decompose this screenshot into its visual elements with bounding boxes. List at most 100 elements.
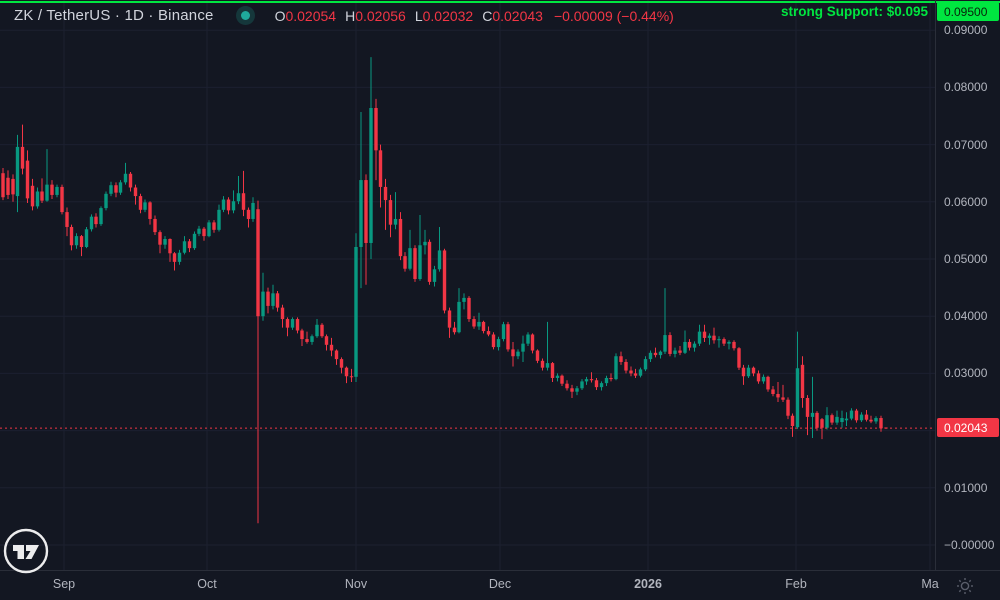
candle-body: [305, 339, 309, 342]
candle-body: [737, 348, 741, 368]
current-price-chip: 0.02043: [937, 418, 999, 438]
candle-body: [545, 363, 550, 368]
candle-body: [663, 335, 667, 352]
candle-body: [168, 238, 172, 254]
time-tick-label: 2026: [634, 577, 662, 591]
tradingview-logo[interactable]: [3, 528, 49, 574]
candle-body: [280, 307, 285, 320]
price-tick-label: 0.06000: [944, 194, 988, 209]
candle-body: [678, 350, 682, 353]
candle-body: [506, 324, 510, 350]
candle-body: [60, 186, 64, 213]
candle-body: [123, 173, 128, 183]
candle-body: [727, 341, 731, 344]
candle-body: [388, 200, 393, 225]
candle-body: [751, 367, 756, 374]
time-tick-label: Nov: [344, 577, 368, 591]
candle-body: [310, 336, 314, 342]
time-tick-label: Dec: [488, 577, 512, 591]
candle-body: [452, 327, 457, 333]
price-tick-label: 0.05000: [944, 252, 988, 266]
candle-body: [1, 173, 5, 198]
candle-body: [354, 246, 358, 377]
close-label: C: [482, 7, 493, 24]
candle-body: [163, 238, 167, 245]
candle-body: [25, 160, 30, 199]
candle-body: [109, 185, 113, 194]
candle-body: [55, 186, 59, 195]
chart-canvas[interactable]: [0, 0, 935, 570]
time-tick-label: Ma: [921, 577, 939, 591]
candle-body: [800, 364, 805, 398]
candle-body: [854, 410, 859, 421]
sun-icon[interactable]: [956, 577, 974, 595]
candle-body: [153, 218, 157, 233]
candle-body: [835, 416, 839, 423]
candle-body: [99, 208, 103, 225]
candle-body: [467, 297, 471, 320]
candle-body: [300, 330, 304, 340]
candle-body: [653, 352, 658, 356]
candle-body: [148, 202, 152, 219]
candle-body: [378, 150, 383, 187]
candle-body: [491, 334, 496, 348]
high-value: 0.02056: [355, 7, 406, 24]
candle-body: [786, 399, 790, 416]
candle-body: [334, 350, 339, 360]
candle-body: [648, 352, 653, 360]
candle-body: [481, 321, 486, 332]
low-value: 0.02032: [422, 7, 474, 24]
open-value: 0.02054: [285, 7, 337, 24]
candle-body: [329, 344, 334, 351]
candle-body: [776, 393, 780, 398]
candle-body: [555, 375, 560, 378]
candle-body: [580, 381, 584, 389]
ohlc-values: O0.02054 H0.02056 L0.02032 C0.02043 −0.0…: [275, 8, 674, 24]
candle-body: [805, 397, 810, 417]
candle-body: [869, 419, 873, 422]
support-annotation[interactable]: strong Support: $0.095: [780, 4, 928, 19]
candle-body: [589, 379, 594, 381]
candle-body: [584, 379, 589, 382]
candle-body: [790, 415, 795, 427]
candle-body: [217, 209, 221, 230]
candle-body: [104, 193, 108, 209]
data-status-button[interactable]: [235, 6, 255, 25]
candle-body: [359, 180, 363, 247]
candle-body: [810, 412, 815, 417]
candle-body: [413, 248, 417, 280]
candle-body: [599, 383, 604, 388]
close-value: 0.02043: [492, 7, 543, 24]
support-level-line[interactable]: [0, 1, 1000, 3]
price-tick-label: 0.03000: [944, 366, 988, 381]
candle-body: [339, 359, 344, 368]
candle-body: [202, 228, 206, 237]
high-label: H: [345, 7, 356, 24]
candle-body: [643, 359, 648, 370]
candle-body: [849, 410, 854, 419]
price-axis[interactable]: 0.09500 0.02043 0.09000 0.08000 0.07000 0.0…: [935, 0, 1000, 570]
candle-body: [844, 418, 849, 421]
candle-body: [771, 389, 775, 394]
candle-body: [633, 373, 638, 376]
candle-body: [45, 184, 49, 201]
candle-body: [114, 185, 118, 193]
candle-body: [50, 184, 54, 195]
candle-body: [516, 351, 520, 357]
candle-body: [722, 339, 726, 344]
candle-body: [398, 218, 403, 257]
candle-body: [158, 232, 162, 245]
price-tick-label: 0.08000: [944, 80, 988, 95]
legend: ZK / TetherUS · 1D · Binance O0.02054 H0…: [14, 6, 674, 25]
logo-glyph-1: [13, 545, 24, 559]
candle-body: [535, 350, 540, 361]
time-axis[interactable]: Sep Oct Nov Dec 2026 Feb Ma: [0, 570, 1000, 600]
candle-body: [594, 380, 599, 388]
candle-body: [212, 222, 216, 230]
price-tick-label: 0.01000: [944, 480, 988, 495]
candle-body: [820, 419, 824, 428]
candle-body: [825, 415, 829, 428]
symbol-title[interactable]: ZK / TetherUS · 1D · Binance: [14, 7, 214, 24]
candle-body: [761, 376, 766, 382]
candle-body: [383, 186, 388, 201]
